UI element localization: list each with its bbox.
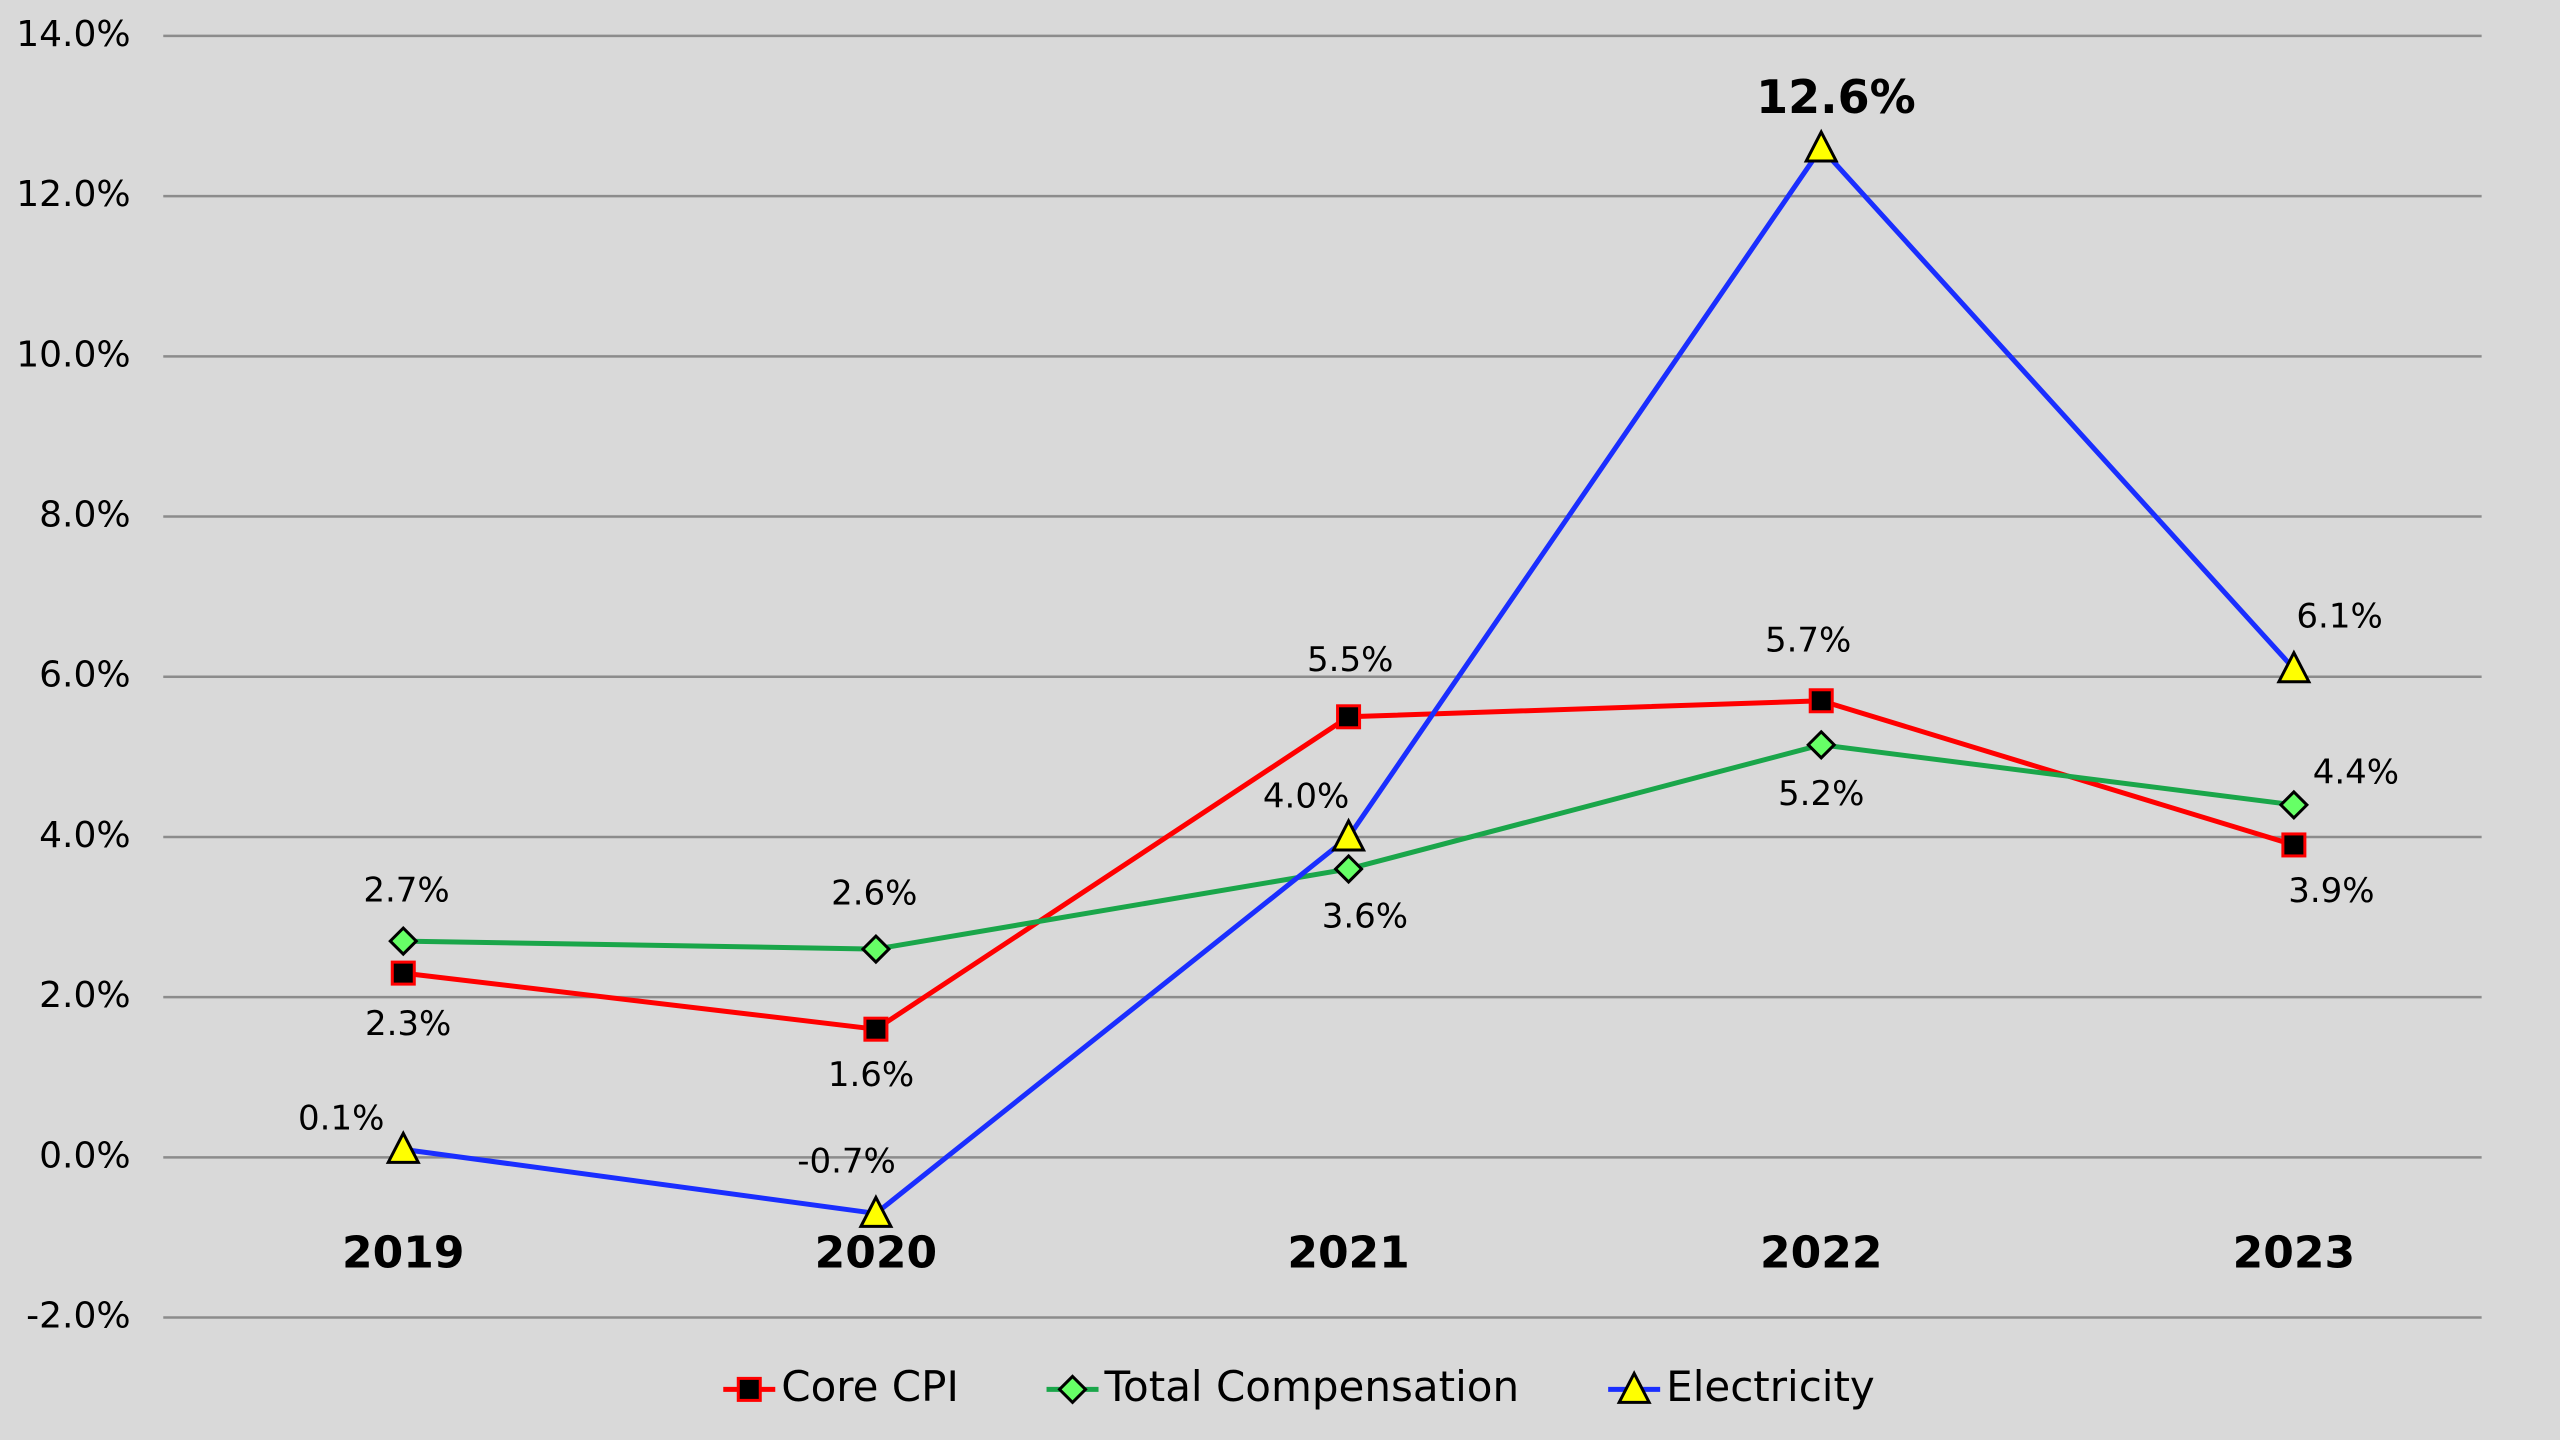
data-label: 0.1% [298,1098,384,1138]
data-point [1333,853,1364,885]
legend-label: Core CPI [781,1362,959,1411]
x-tick-label: 2022 [1760,1228,1882,1279]
y-tick-label: 12.0% [16,174,130,215]
data-label: 4.4% [2313,752,2399,792]
y-tick-label: 4.0% [39,815,130,856]
data-label: 2.3% [365,1004,451,1044]
y-tick-label: 14.0% [16,14,130,55]
data-point [1806,729,1837,760]
data-point [2281,832,2307,858]
data-point [390,960,416,986]
data-point [863,1016,889,1042]
data-label: 5.7% [1765,620,1851,660]
data-label: 2.7% [363,871,449,911]
data-label: -0.7% [797,1141,896,1181]
data-point [1331,817,1367,852]
x-tick-label: 2020 [815,1228,937,1279]
data-point [385,1130,421,1164]
x-tick-label: 2023 [2233,1228,2355,1279]
data-point [860,933,892,965]
data-point [2278,789,2309,821]
legend-label: Electricity [1666,1362,1875,1411]
x-tick-label: 2021 [1287,1228,1409,1279]
data-point [1808,688,1834,714]
data-point [1803,128,1839,163]
data-point [858,1194,894,1228]
y-tick-label: 0.0% [39,1135,130,1176]
data-point [2276,649,2312,684]
data-label: 3.9% [2288,871,2374,911]
data-label: 4.0% [1263,776,1349,816]
y-tick-label: 8.0% [39,495,130,536]
data-label: 12.6% [1756,70,1916,124]
data-point [1336,704,1362,730]
legend-marker [736,1376,762,1402]
x-tick-label: 2019 [342,1228,464,1279]
y-tick-label: 6.0% [39,655,130,696]
y-tick-label: -2.0% [26,1296,130,1337]
data-label: 2.6% [831,874,917,914]
data-label: 6.1% [2296,597,2382,637]
data-point [388,925,419,957]
y-tick-label: 2.0% [39,975,130,1016]
y-tick-label: 10.0% [16,334,130,375]
data-label: 5.2% [1778,774,1864,814]
data-label: 5.5% [1307,640,1393,680]
legend-marker [1057,1374,1088,1405]
data-label: 3.6% [1322,896,1408,936]
legend-label: Total Compensation [1104,1362,1520,1411]
data-label: 1.6% [828,1055,914,1095]
legend-marker [1616,1370,1652,1404]
